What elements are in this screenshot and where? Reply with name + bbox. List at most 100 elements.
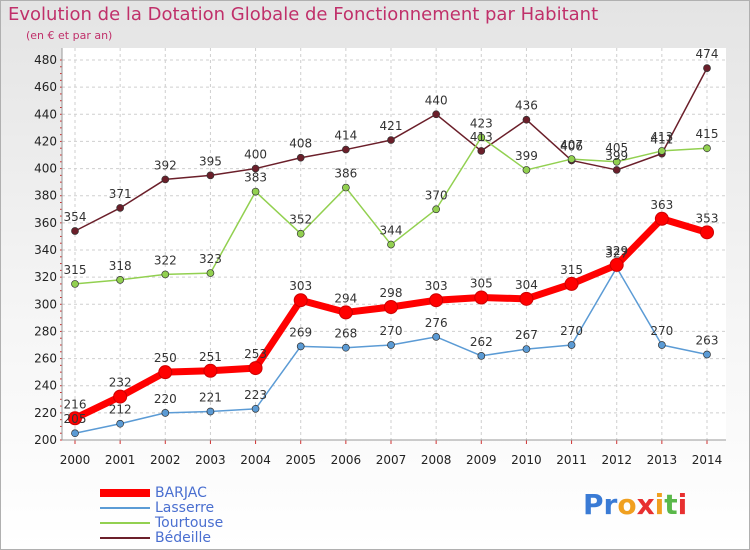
data-label: 263 [696,334,719,348]
data-point [703,350,711,359]
legend-swatch-tourtouse [100,522,150,524]
data-label: 370 [425,188,448,202]
data-label: 344 [380,224,403,238]
data-label: 220 [154,392,177,406]
data-label: 216 [64,397,87,411]
data-point [116,204,124,212]
logo-letter: i [677,488,688,521]
data-point [161,270,170,279]
x-tick-label: 2000 [60,453,91,467]
y-tick-label: 360 [34,216,57,230]
data-point [612,166,621,174]
data-point [248,361,263,376]
chart-title: Evolution de la Dotation Globale de Fonc… [8,4,599,25]
proxiti-logo: Proxiti [583,488,687,521]
data-label: 413 [470,130,493,144]
x-tick-label: 2008 [421,453,452,467]
data-label: 221 [199,391,222,405]
data-label: 423 [470,116,493,130]
data-point [206,171,215,180]
data-point [293,293,308,308]
y-tick-label: 280 [34,324,57,338]
data-label: 414 [334,129,357,143]
y-tick-label: 420 [34,134,57,148]
data-point [384,300,398,314]
y-tick-label: 480 [34,53,57,67]
data-point [296,229,305,238]
data-point [116,419,124,428]
data-point [703,144,711,153]
data-label: 327 [605,247,628,261]
legend-swatch-bedeille [100,537,150,539]
data-label: 270 [560,324,583,338]
y-tick-label: 320 [34,270,57,284]
x-tick-label: 2001 [105,453,136,467]
data-label: 303 [425,279,448,293]
data-point [251,164,260,173]
y-tick-label: 380 [34,189,57,203]
x-tick-label: 2005 [285,453,316,467]
x-tick-label: 2012 [601,453,632,467]
logo-letter: o [617,488,637,521]
data-point [522,345,531,353]
data-label: 363 [650,198,673,212]
data-label: 399 [605,149,628,163]
data-point [567,341,576,349]
data-point [71,227,79,235]
data-label: 270 [650,324,673,338]
x-tick-label: 2011 [556,453,587,467]
data-label: 270 [380,324,403,338]
data-label: 415 [696,127,719,141]
data-point [474,290,489,305]
data-point [432,333,440,341]
x-tick-label: 2009 [466,453,497,467]
x-tick-label: 2003 [195,453,226,467]
legend-swatch-lasserre [100,507,150,509]
data-label: 354 [64,210,87,224]
data-point [158,365,173,380]
chart-subtitle: (en € et par an) [26,29,113,42]
data-point [519,291,534,306]
data-label: 232 [109,376,132,390]
data-label: 421 [380,119,403,133]
data-label: 474 [696,47,719,61]
data-point [387,136,395,144]
data-point [700,225,714,240]
data-point [567,155,576,163]
data-point [477,147,486,155]
data-label: 329 [605,244,628,258]
data-label: 371 [109,187,132,201]
data-label: 262 [470,335,493,349]
x-tick-label: 2002 [150,453,181,467]
data-point [612,157,621,166]
data-label: 399 [515,149,538,163]
data-label: 268 [334,327,357,341]
data-point [251,187,260,196]
data-label: 269 [289,325,312,339]
data-label: 392 [154,158,177,172]
logo-letter: P [583,488,604,521]
data-label: 406 [560,139,583,153]
legend-label-tourtouse: Tourtouse [155,515,224,531]
data-point [429,293,444,308]
data-label: 323 [199,252,222,266]
legend-label-lasserre: Lasserre [155,500,215,516]
data-label: 318 [109,259,132,273]
logo-letter: i [654,488,665,521]
legend-label-barjac: BARJAC [155,485,207,501]
data-point [342,183,350,192]
data-label: 298 [380,286,403,300]
data-point [71,280,79,288]
data-point [432,110,440,119]
data-point [477,133,486,142]
x-tick-label: 2010 [511,453,542,467]
data-label: 303 [289,279,312,293]
data-label: 407 [560,138,583,152]
data-point [477,352,486,360]
data-point [342,145,350,154]
x-tick-label: 2006 [331,453,362,467]
data-label: 322 [154,253,177,267]
data-point [658,341,666,349]
data-label: 405 [605,141,628,155]
